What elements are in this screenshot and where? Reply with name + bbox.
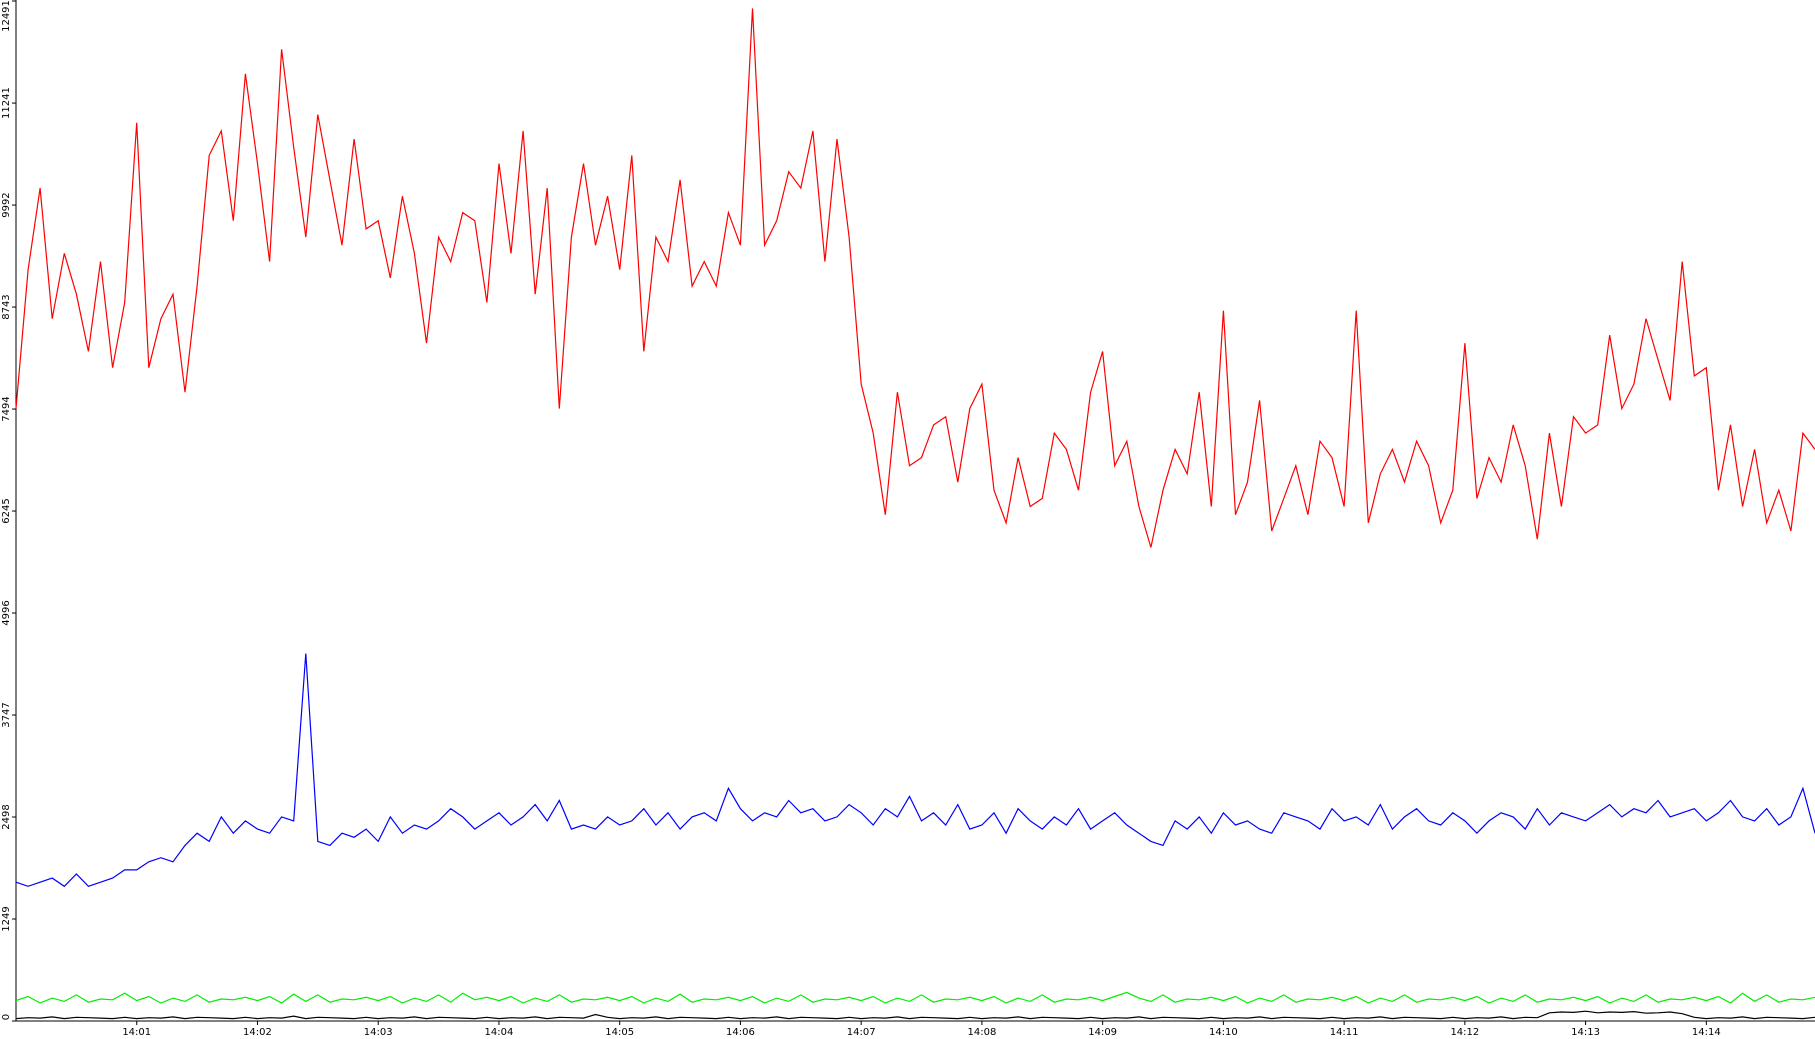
x-tick-label: 14:07 [847,1027,876,1038]
y-tick-label: 6245 [1,498,12,523]
x-tick-label: 14:09 [1088,1027,1117,1038]
y-tick-label: 1249 [1,906,12,931]
x-tick-label: 14:03 [364,1027,393,1038]
x-tick-label: 14:12 [1450,1027,1479,1038]
x-tick-label: 14:02 [243,1027,272,1038]
x-tick-label: 14:10 [1209,1027,1238,1038]
series-line [15,653,1815,888]
x-tick-label: 14:13 [1571,1027,1600,1038]
x-tick-label: 14:04 [485,1027,514,1038]
x-tick-label: 14:08 [967,1027,996,1038]
y-tick-label: 11241 [1,87,12,119]
x-tick-label: 14:11 [1330,1027,1359,1038]
y-tick-label: 7494 [1,396,12,421]
x-tick-label: 14:01 [122,1027,151,1038]
series-line [15,1010,1815,1020]
x-tick-label: 14:14 [1692,1027,1721,1038]
y-tick-label: 9992 [1,192,12,217]
y-tick-label: 2498 [1,804,12,829]
y-tick-label: 8743 [1,294,12,319]
y-tick-label: 4996 [1,600,12,625]
y-tick-label: 0 [1,1014,12,1020]
series-line [15,8,1815,548]
y-tick-label: 12491 [1,0,12,32]
x-tick-label: 14:06 [726,1027,755,1038]
series-line [15,991,1815,1004]
x-tick-label: 14:05 [605,1027,634,1038]
y-tick-label: 3747 [1,702,12,727]
